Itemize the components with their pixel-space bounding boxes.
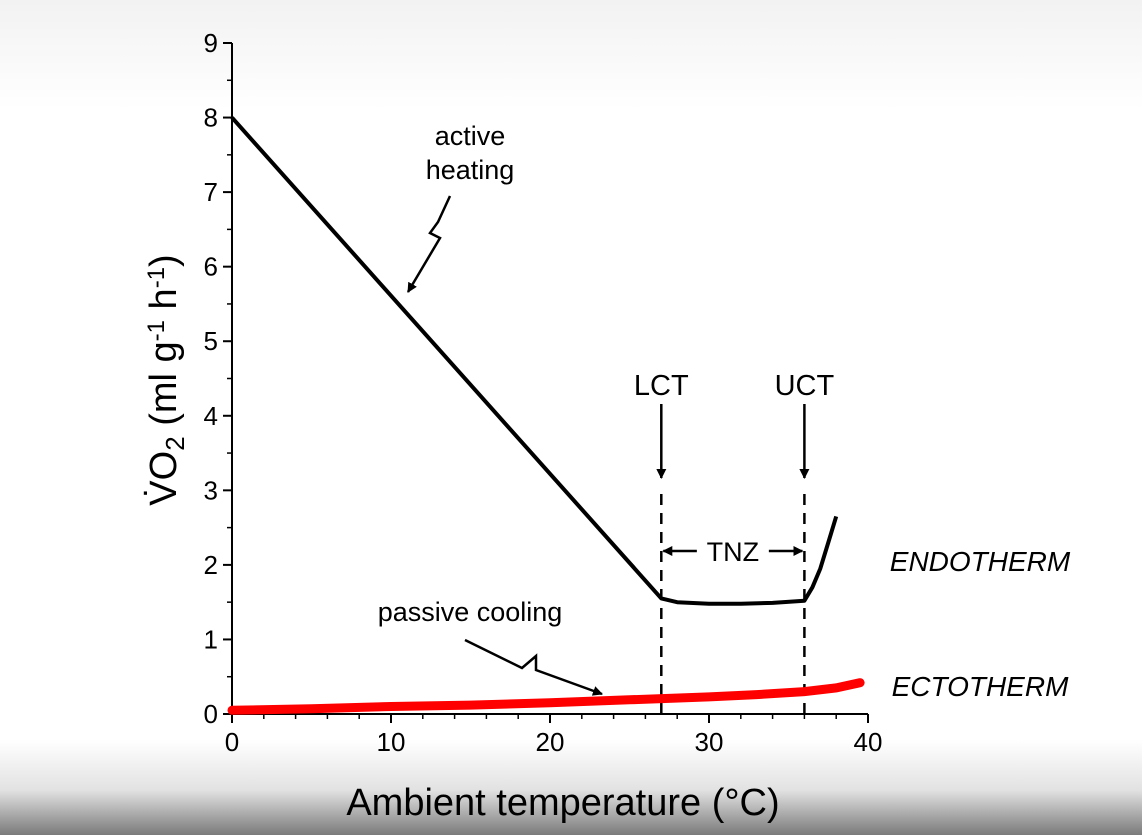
x-tick-label: 0	[225, 727, 239, 757]
y-tick-label: 5	[204, 326, 218, 356]
y-axis-title-sub: 2	[160, 436, 190, 450]
passive-cooling-arrow	[464, 638, 603, 696]
y-axis-title-exp1: -1	[143, 320, 170, 341]
y-tick-label: 9	[204, 28, 218, 58]
y-tick-label: 4	[204, 401, 218, 431]
y-tick-label: 1	[204, 624, 218, 654]
series-endotherm-line	[230, 116, 839, 606]
x-tick-label: 40	[854, 727, 883, 757]
y-tick-label: 2	[204, 550, 218, 580]
y-tick-label: 6	[204, 252, 218, 282]
y-tick-label: 0	[204, 699, 218, 729]
y-axis-title-exp2: -1	[143, 267, 170, 288]
x-axis-title: Ambient temperature (°C)	[346, 782, 779, 824]
x-tick-label: 20	[536, 727, 565, 757]
x-tick-label: 30	[695, 727, 724, 757]
series-label-ectotherm: ECTOTHERM	[892, 671, 1069, 702]
lct-label: LCT	[634, 370, 689, 402]
uct-label: UCT	[775, 370, 835, 402]
annotation-active: active	[435, 121, 506, 151]
x-tick-label: 10	[377, 727, 406, 757]
y-axis-title-close: )	[143, 254, 185, 267]
y-tick-label: 8	[204, 103, 218, 133]
tnz-label: TNZ	[707, 537, 759, 567]
y-axis-title-rest: (ml g	[143, 341, 185, 436]
y-tick-label: 7	[204, 177, 218, 207]
annotation-heating: heating	[426, 155, 515, 185]
y-axis-title-mid: h	[143, 288, 185, 320]
series-label-endotherm: ENDOTHERM	[890, 546, 1071, 577]
y-axis-title: V̇O2 (ml g-1 h-1)	[142, 254, 190, 505]
series-ectotherm-line	[227, 678, 865, 715]
y-axis-title-main: V̇O	[142, 451, 185, 506]
active-heating-arrow	[406, 195, 452, 293]
axis-ticks: 0 1 2 3 4 5 6 7 8 9 0 10 20 30 40	[204, 28, 883, 757]
y-tick-label: 3	[204, 475, 218, 505]
annotation-passive-cooling: passive cooling	[378, 597, 563, 627]
